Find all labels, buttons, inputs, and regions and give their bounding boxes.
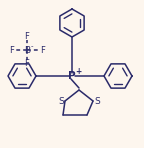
Text: -: -	[30, 43, 33, 49]
Text: F: F	[25, 32, 29, 41]
Text: S: S	[94, 98, 100, 107]
Text: F: F	[40, 45, 45, 54]
Text: B: B	[24, 45, 30, 54]
Text: S: S	[58, 98, 64, 107]
Text: P: P	[68, 71, 76, 81]
Text: F: F	[25, 59, 29, 68]
Text: F: F	[9, 45, 14, 54]
Text: +: +	[75, 66, 81, 75]
